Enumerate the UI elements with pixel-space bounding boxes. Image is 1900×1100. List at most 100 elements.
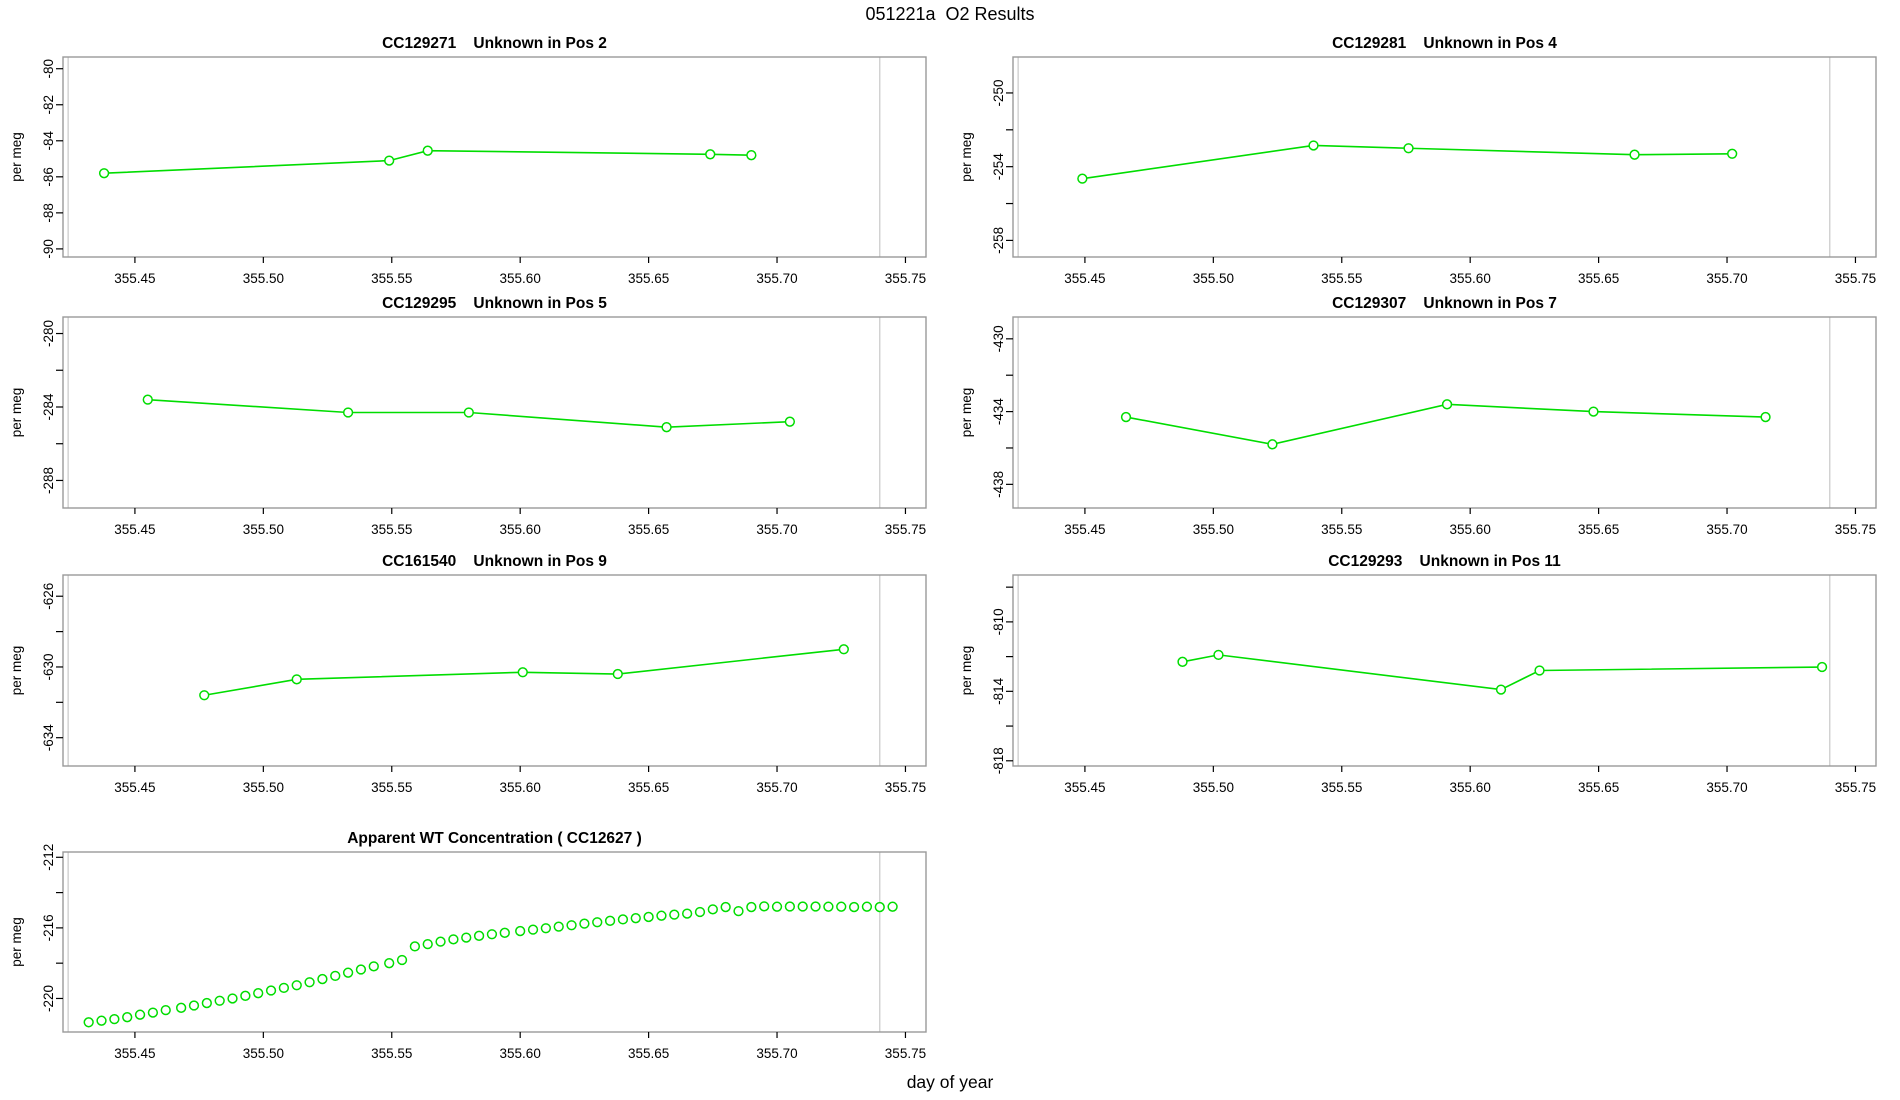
data-point-marker bbox=[278, 982, 290, 994]
y-axis-tick-label: -280 bbox=[41, 320, 56, 347]
plot-frame bbox=[62, 851, 927, 1033]
x-axis-tick-label: 355.60 bbox=[500, 271, 541, 286]
data-point-marker bbox=[1588, 406, 1599, 417]
data-point-marker bbox=[304, 977, 315, 988]
data-point-marker bbox=[1727, 148, 1738, 159]
data-point-marker bbox=[527, 924, 539, 935]
x-axis-tick-label: 355.60 bbox=[500, 1046, 541, 1061]
data-point-marker bbox=[517, 667, 528, 678]
data-point-marker bbox=[188, 1000, 200, 1011]
data-point-marker bbox=[887, 901, 898, 912]
plot-frame bbox=[62, 316, 927, 509]
x-axis-tick-label: 355.45 bbox=[114, 780, 155, 795]
data-point-marker bbox=[1308, 140, 1319, 151]
data-point-marker bbox=[540, 923, 552, 934]
subplot-4: 355.45 355.50 355.55 355.60 355.65 355.70 355.… bbox=[9, 574, 927, 795]
x-axis-tick-label: 355.75 bbox=[885, 522, 926, 537]
data-point-marker bbox=[342, 407, 354, 418]
data-point-marker bbox=[422, 938, 433, 950]
data-line bbox=[1125, 403, 1766, 446]
data-point-marker bbox=[759, 901, 770, 912]
y-axis-label: per meg bbox=[9, 388, 24, 438]
x-axis-tick-label: 355.60 bbox=[1450, 522, 1491, 537]
data-point-marker bbox=[448, 934, 459, 945]
data-point-marker bbox=[330, 970, 341, 982]
subplot-title-pos5: CC129295 Unknown in Pos 5 bbox=[382, 295, 607, 312]
data-point-marker bbox=[473, 930, 485, 941]
x-axis-tick-label: 355.55 bbox=[371, 1046, 412, 1061]
data-point-marker bbox=[612, 668, 623, 680]
data-point-marker bbox=[656, 910, 667, 921]
x-axis-tick-label: 355.45 bbox=[114, 1046, 155, 1061]
x-axis-tick-label: 355.45 bbox=[1064, 522, 1105, 537]
data-point-marker bbox=[1267, 439, 1278, 450]
plot-frame bbox=[1012, 56, 1877, 258]
data-point-marker bbox=[784, 901, 796, 912]
subplot-title-pos2: CC129271 Unknown in Pos 2 bbox=[382, 35, 607, 52]
data-point-marker bbox=[1403, 143, 1414, 154]
data-point-marker bbox=[1441, 399, 1453, 410]
data-point-marker bbox=[746, 901, 757, 913]
y-axis-label: per meg bbox=[9, 646, 24, 696]
data-point-marker bbox=[384, 958, 395, 969]
x-axis-tick-label: 355.50 bbox=[243, 522, 284, 537]
x-axis-tick-label: 355.45 bbox=[1064, 271, 1105, 286]
data-point-marker bbox=[681, 908, 693, 919]
data-point-marker bbox=[342, 967, 354, 978]
data-point-marker bbox=[1760, 411, 1771, 423]
data-point-marker bbox=[317, 973, 328, 985]
x-axis-tick-label: 355.75 bbox=[1835, 780, 1876, 795]
data-point-marker bbox=[201, 997, 212, 1009]
data-point-marker bbox=[707, 904, 718, 915]
x-axis-tick-label: 355.70 bbox=[1706, 522, 1747, 537]
subplot-0: 355.45 355.50 355.55 355.60 355.65 355.70 355.… bbox=[9, 56, 927, 286]
data-point-marker bbox=[122, 1012, 133, 1023]
y-axis-tick-label: -88 bbox=[41, 203, 56, 223]
y-axis-tick-label: -82 bbox=[41, 95, 56, 115]
y-axis-label: per meg bbox=[959, 388, 974, 438]
data-point-marker bbox=[1177, 656, 1188, 667]
y-axis-label: per meg bbox=[9, 917, 24, 967]
data-point-marker bbox=[733, 905, 744, 917]
data-point-marker bbox=[1629, 149, 1640, 160]
data-point-marker bbox=[486, 929, 498, 940]
plot-frame bbox=[62, 574, 927, 767]
y-axis-tick-label: -254 bbox=[991, 153, 1006, 181]
data-point-marker bbox=[147, 1007, 159, 1018]
subplot-title-wt-concentration: Apparent WT Concentration ( CC12627 ) bbox=[347, 830, 642, 847]
data-point-marker bbox=[784, 416, 796, 427]
data-point-marker bbox=[592, 917, 603, 928]
data-point-marker bbox=[355, 964, 367, 975]
x-axis-tick-label: 355.55 bbox=[1321, 271, 1362, 286]
y-axis-tick-label: -80 bbox=[41, 59, 56, 79]
y-axis-tick-label: -216 bbox=[41, 914, 56, 941]
y-axis-tick-label: -84 bbox=[41, 131, 56, 151]
x-axis-tick-label: 355.65 bbox=[1578, 522, 1619, 537]
y-axis-tick-label: -630 bbox=[41, 653, 56, 680]
x-axis-tick-label: 355.60 bbox=[1450, 271, 1491, 286]
data-point-marker bbox=[384, 155, 395, 166]
data-point-marker bbox=[661, 422, 672, 433]
data-point-marker bbox=[160, 1004, 171, 1016]
data-point-marker bbox=[227, 993, 238, 1004]
plot-frame bbox=[62, 56, 927, 258]
y-axis-tick-label: -90 bbox=[41, 239, 56, 259]
subplot-1: 355.45 355.50 355.55 355.60 355.65 355.70 355.… bbox=[959, 56, 1877, 286]
data-line bbox=[1182, 654, 1823, 691]
y-axis-tick-label: -258 bbox=[991, 227, 1006, 254]
data-point-marker bbox=[396, 954, 408, 966]
x-axis-tick-label: 355.65 bbox=[628, 522, 669, 537]
subplot-title-pos7: CC129307 Unknown in Pos 7 bbox=[1332, 295, 1557, 312]
data-point-marker bbox=[142, 394, 153, 405]
y-axis-tick-label: -810 bbox=[991, 608, 1006, 635]
x-axis-tick-label: 355.55 bbox=[371, 522, 412, 537]
plot-frame bbox=[1012, 316, 1877, 509]
subplot-title-pos9: CC161540 Unknown in Pos 9 bbox=[382, 553, 607, 570]
x-axis-tick-label: 355.65 bbox=[628, 271, 669, 286]
data-point-marker bbox=[98, 168, 110, 179]
x-axis-tick-label: 355.45 bbox=[114, 271, 155, 286]
x-axis-title: day of year bbox=[906, 1072, 994, 1092]
data-point-marker bbox=[265, 985, 277, 996]
